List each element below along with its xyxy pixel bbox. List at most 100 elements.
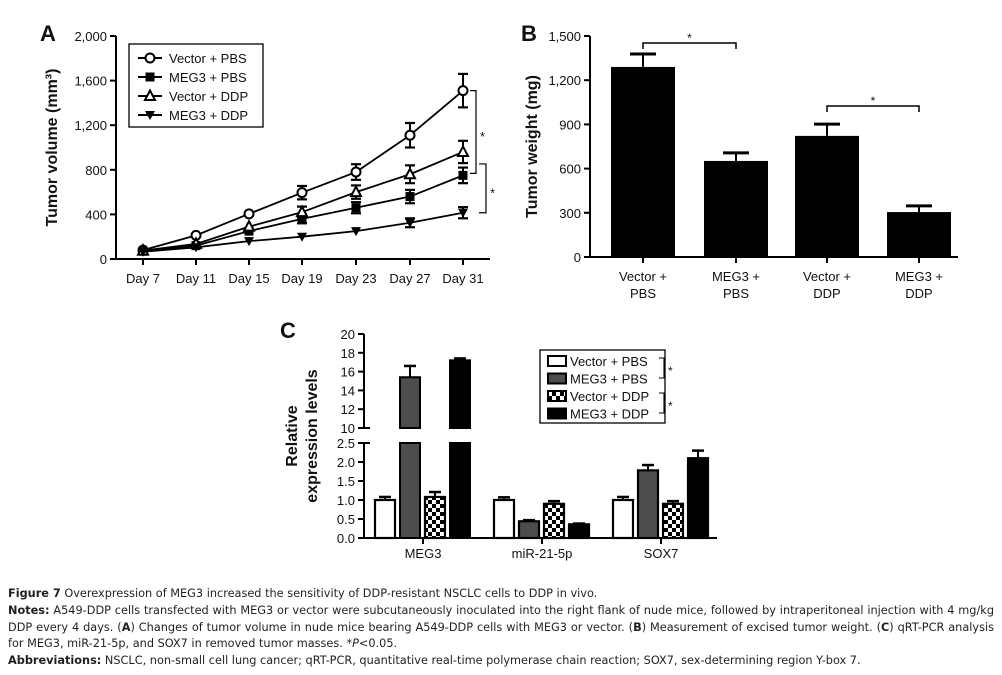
legend-label: MEG3 + PBS — [570, 372, 648, 387]
data-point-marker — [295, 204, 309, 218]
significance-asterisk: * — [687, 31, 692, 45]
y-tick-label: 400 — [85, 207, 107, 222]
y-tick-label: 1,200 — [74, 118, 107, 133]
legend-label: Vector + PBS — [570, 354, 648, 369]
x-tick-label-line2: DDP — [905, 286, 932, 301]
y-tick-label: 800 — [85, 163, 107, 178]
data-point-marker — [244, 237, 254, 247]
legend-item: Vector + PBS — [547, 354, 648, 369]
abbrev-label: Abbreviations: — [8, 654, 102, 668]
notes-ref-a: A — [121, 620, 131, 634]
legend-label: Vector + DDP — [169, 89, 248, 104]
significance-asterisk: * — [480, 129, 485, 144]
y-tick-label: 14 — [341, 383, 355, 398]
bar — [567, 523, 591, 540]
caption-notes: Notes: A549-DDP cells transfected with M… — [8, 603, 994, 653]
y-tick-label: 2.0 — [337, 455, 355, 470]
data-point-marker — [458, 170, 468, 180]
y-tick-label: 16 — [341, 365, 355, 380]
significance-bracket — [659, 392, 665, 414]
legend-label: MEG3 + DDP — [570, 407, 649, 422]
data-point-marker — [138, 247, 148, 257]
caption-abbreviations: Abbreviations: NSCLC, non-small cell lun… — [8, 653, 994, 670]
data-point-marker — [297, 232, 307, 242]
x-tick-label-line1: MEG3 + — [895, 269, 943, 284]
data-point-marker — [404, 129, 416, 141]
legend-item: MEG3 + DDP — [138, 108, 248, 123]
x-tick-label: MEG3 — [405, 546, 442, 561]
panel-c-bar-chart: C 10 12 14 16 18 20 0.0 0.5 1.0 1.5 2.0 2.5 Relative e… — [280, 318, 717, 561]
y-tick-label: 600 — [559, 162, 581, 177]
notes-text: ) qRT-PCR analysis for MEG3, miR-21-5p, … — [8, 620, 994, 651]
significance-bracket — [479, 163, 487, 214]
data-point-marker — [296, 187, 308, 199]
bar — [423, 495, 447, 540]
figure-caption: Figure 7 Overexpression of MEG3 increase… — [8, 586, 994, 670]
legend-item: MEG3 + DDP — [547, 407, 649, 422]
significance-asterisk: * — [490, 185, 495, 200]
legend-item: Vector + DDP — [138, 88, 248, 104]
bar — [492, 498, 516, 540]
data-point-marker — [243, 208, 255, 220]
bar — [542, 502, 566, 540]
y-tick-label: 1,600 — [74, 74, 107, 89]
x-tick-label-line2: PBS — [723, 286, 749, 301]
legend-label: MEG3 + PBS — [169, 70, 247, 85]
caption-title-text: Overexpression of MEG3 increased the sen… — [60, 587, 598, 600]
legend-label: MEG3 + DDP — [169, 108, 248, 123]
data-point-marker — [351, 203, 361, 213]
x-tick-label: Day 23 — [335, 271, 376, 286]
y-tick-label: 0 — [100, 252, 107, 267]
bar — [611, 66, 675, 257]
panel-b-bar-chart: B 0 300 600 900 1,200 1,500 Tumor weight (mg) Ve… — [521, 21, 958, 301]
data-point-marker — [457, 85, 469, 97]
legend-item: Vector + DDP — [547, 389, 649, 404]
data-point-marker — [458, 208, 468, 218]
y-axis-label: Tumor weight (mg) — [524, 75, 541, 218]
notes-text: A549-DDP cells transfected with MEG3 or … — [8, 603, 994, 634]
bar — [704, 160, 768, 257]
significance-asterisk: * — [668, 364, 673, 378]
notes-p-value: P — [352, 637, 359, 651]
figure-canvas: A 0 400 800 1,200 1,600 2,000 Day 7 Day 11 Day 15… — [40, 21, 958, 561]
legend: Vector + PBS MEG3 + PBS Vector + DDP MEG3 +… — [128, 43, 264, 128]
bar — [636, 469, 660, 540]
legend-swatch — [547, 407, 567, 420]
caption-title: Figure 7 Overexpression of MEG3 increase… — [8, 586, 994, 603]
y-tick-label: 0.0 — [337, 531, 355, 546]
notes-ref-b: B — [633, 620, 642, 634]
notes-label: Notes: — [8, 603, 50, 617]
y-axis-label-line2: expression levels — [304, 369, 321, 503]
data-point-marker — [145, 72, 155, 82]
y-tick-label: 12 — [341, 402, 355, 417]
y-tick-label: 1,500 — [548, 29, 581, 44]
y-tick-label: 2.5 — [337, 436, 355, 451]
bar — [686, 457, 710, 540]
data-point-marker — [350, 166, 362, 178]
bar-lower-segment — [399, 442, 421, 539]
data-point-marker — [405, 218, 415, 228]
y-tick-label: 0 — [574, 250, 581, 265]
legend-swatch — [547, 355, 567, 367]
x-tick-label: Day 27 — [389, 271, 430, 286]
y-tick-label: 20 — [341, 327, 355, 342]
legend-label: Vector + PBS — [169, 51, 247, 66]
bar-lower-segment — [449, 442, 471, 539]
significance-bracket — [826, 105, 920, 112]
significance-bracket — [470, 90, 477, 174]
x-tick-label: miR-21-5p — [512, 546, 573, 561]
significance-bracket — [659, 357, 665, 379]
caption-figure-label: Figure 7 — [8, 587, 61, 600]
legend-label: Vector + DDP — [570, 389, 649, 404]
panel-a-line-chart: A 0 400 800 1,200 1,600 2,000 Day 7 Day 11 Day 15… — [40, 21, 495, 286]
notes-text: ) Changes of tumor volume in nude mice b… — [130, 620, 634, 634]
x-tick-label: Day 15 — [228, 271, 269, 286]
x-tick-label-line2: PBS — [630, 286, 656, 301]
notes-text: <0.05. — [358, 637, 398, 651]
x-tick-label: Day 7 — [126, 271, 160, 286]
legend-swatch — [547, 372, 567, 385]
y-axis-label-line1: Relative — [284, 405, 301, 466]
panel-label-c: C — [280, 318, 296, 343]
significance-asterisk: * — [871, 94, 876, 108]
y-axis-label: Tumor volume (mm³) — [44, 69, 61, 227]
